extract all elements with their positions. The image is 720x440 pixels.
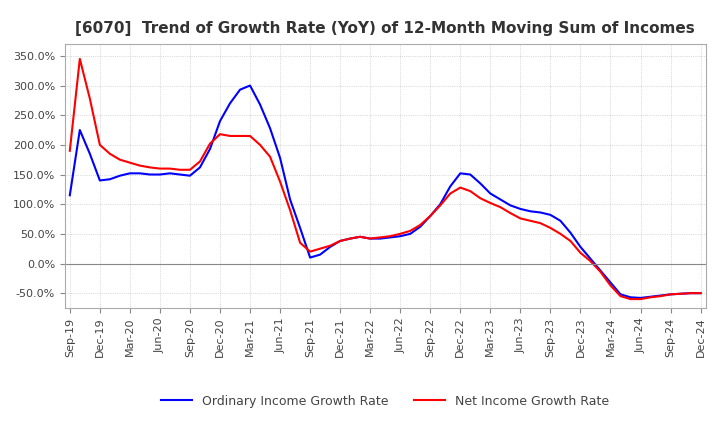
- Line: Net Income Growth Rate: Net Income Growth Rate: [70, 59, 701, 299]
- Net Income Growth Rate: [66, 148, 74, 154]
- Net Income Growth Rate: [476, 196, 485, 201]
- Legend: Ordinary Income Growth Rate, Net Income Growth Rate: Ordinary Income Growth Rate, Net Income …: [156, 390, 614, 413]
- Ordinary Income Growth Rate: [66, 193, 74, 198]
- Ordinary Income Growth Rate: [696, 290, 705, 296]
- Net Income Growth Rate: [626, 297, 635, 302]
- Ordinary Income Growth Rate: [476, 181, 485, 186]
- Ordinary Income Growth Rate: [426, 213, 435, 219]
- Ordinary Income Growth Rate: [145, 172, 154, 177]
- Net Income Growth Rate: [486, 200, 495, 205]
- Net Income Growth Rate: [386, 234, 395, 239]
- Ordinary Income Growth Rate: [386, 235, 395, 240]
- Net Income Growth Rate: [336, 238, 344, 244]
- Net Income Growth Rate: [426, 213, 435, 219]
- Ordinary Income Growth Rate: [486, 191, 495, 196]
- Net Income Growth Rate: [76, 56, 84, 62]
- Line: Ordinary Income Growth Rate: Ordinary Income Growth Rate: [70, 85, 701, 298]
- Ordinary Income Growth Rate: [636, 295, 645, 301]
- Ordinary Income Growth Rate: [336, 238, 344, 244]
- Ordinary Income Growth Rate: [246, 83, 254, 88]
- Net Income Growth Rate: [156, 166, 164, 171]
- Net Income Growth Rate: [696, 290, 705, 296]
- Title: [6070]  Trend of Growth Rate (YoY) of 12-Month Moving Sum of Incomes: [6070] Trend of Growth Rate (YoY) of 12-…: [76, 21, 695, 36]
